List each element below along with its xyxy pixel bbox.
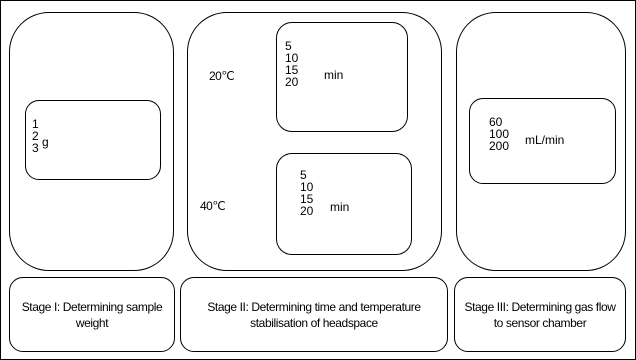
time-unit-40: min bbox=[330, 201, 349, 213]
stage3-caption: Stage III: Determining gas flow to senso… bbox=[454, 277, 626, 352]
gas-flow-values: 60 100 200 bbox=[489, 116, 509, 152]
time-values-20: 5 10 15 20 bbox=[285, 40, 298, 88]
stage2-caption: Stage II: Determining time and temperatu… bbox=[180, 277, 448, 352]
stage1-caption: Stage I: Determining sample weight bbox=[9, 277, 175, 352]
gas-flow-unit: mL/min bbox=[525, 134, 564, 146]
temperature-20-label: 20℃ bbox=[209, 70, 234, 82]
time-unit-20: min bbox=[324, 69, 343, 81]
temperature-40-label: 40℃ bbox=[200, 200, 225, 212]
sample-weight-values: 1 2 3 bbox=[32, 118, 39, 154]
time-values-40: 5 10 15 20 bbox=[300, 169, 313, 217]
sample-weight-unit: g bbox=[42, 136, 49, 148]
